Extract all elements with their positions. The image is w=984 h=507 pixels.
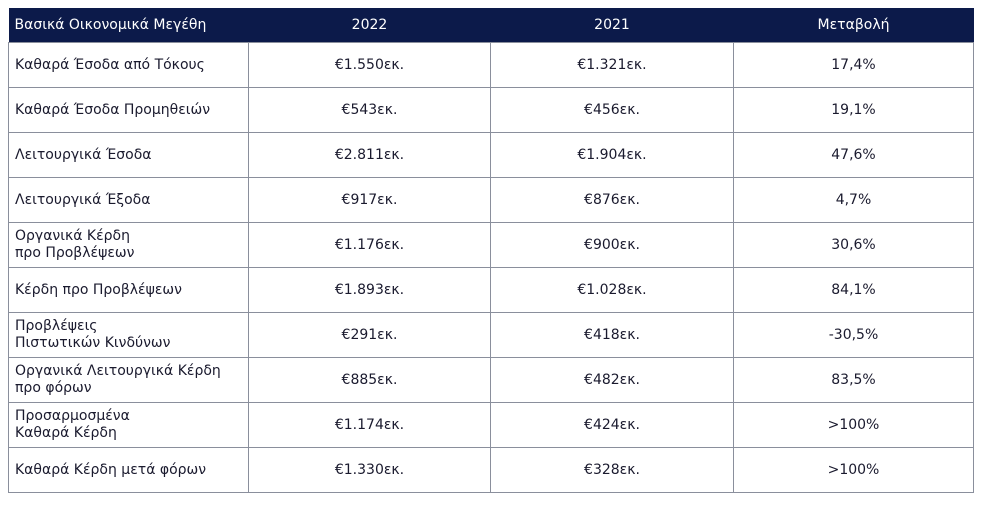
cell: €900εκ. <box>490 222 734 268</box>
cell: €2.811εκ. <box>248 132 491 178</box>
table-row: Καθαρά Έσοδα Προμηθειών €543εκ. €456εκ. 19,… <box>8 87 974 133</box>
header-cell: 2021 <box>490 8 734 43</box>
cell: €1.904εκ. <box>490 132 734 178</box>
cell: €482εκ. <box>490 357 734 403</box>
table-row: Οργανικά Κέρδη προ Προβλέψεων €1.176εκ. €9… <box>8 222 974 268</box>
cell: €885εκ. <box>248 357 491 403</box>
cell: €1.174εκ. <box>248 402 491 448</box>
cell: €328εκ. <box>490 447 734 493</box>
cell: €1.321εκ. <box>490 42 734 88</box>
row-label: Οργανικά Λειτουργικά Κέρδη προ φόρων <box>8 357 249 403</box>
cell: €1.893εκ. <box>248 267 491 313</box>
table-row: Καθαρά Κέρδη μετά φόρων €1.330εκ. €328εκ. >… <box>8 447 974 493</box>
row-label: Οργανικά Κέρδη προ Προβλέψεων <box>8 222 249 268</box>
row-label: Λειτουργικά Έσοδα <box>8 132 249 178</box>
header-cell: Βασικά Οικονομικά Μεγέθη <box>8 8 249 43</box>
table-row: Προσαρμοσμένα Καθαρά Κέρδη €1.174εκ. €424ε… <box>8 402 974 448</box>
table-row: Καθαρά Έσοδα από Τόκους €1.550εκ. €1.321εκ… <box>8 42 974 88</box>
table-row: Λειτουργικά Έσοδα €2.811εκ. €1.904εκ. 47,6% <box>8 132 974 178</box>
cell: 19,1% <box>733 87 974 133</box>
cell: 83,5% <box>733 357 974 403</box>
cell: €917εκ. <box>248 177 491 223</box>
row-label: Προσαρμοσμένα Καθαρά Κέρδη <box>8 402 249 448</box>
cell: >100% <box>733 402 974 448</box>
table-row: Κέρδη προ Προβλέψεων €1.893εκ. €1.028εκ. 84… <box>8 267 974 313</box>
cell: 47,6% <box>733 132 974 178</box>
cell: €543εκ. <box>248 87 491 133</box>
table-row: Λειτουργικά Έξοδα €917εκ. €876εκ. 4,7% <box>8 177 974 223</box>
cell: €456εκ. <box>490 87 734 133</box>
cell: €1.028εκ. <box>490 267 734 313</box>
row-label: Λειτουργικά Έξοδα <box>8 177 249 223</box>
header-row: Βασικά Οικονομικά Μεγέθη 2022 2021 Μεταβολή <box>8 8 974 43</box>
financial-table: Βασικά Οικονομικά Μεγέθη 2022 2021 Μεταβολή… <box>8 8 974 493</box>
header-cell: Μεταβολή <box>733 8 974 43</box>
cell: 84,1% <box>733 267 974 313</box>
cell: €876εκ. <box>490 177 734 223</box>
cell: 4,7% <box>733 177 974 223</box>
row-label: Καθαρά Κέρδη μετά φόρων <box>8 447 249 493</box>
row-label: Καθαρά Έσοδα Προμηθειών <box>8 87 249 133</box>
cell: 17,4% <box>733 42 974 88</box>
cell: €1.550εκ. <box>248 42 491 88</box>
header-cell: 2022 <box>248 8 491 43</box>
cell: -30,5% <box>733 312 974 358</box>
cell: 30,6% <box>733 222 974 268</box>
row-label: Προβλέψεις Πιστωτικών Κινδύνων <box>8 312 249 358</box>
cell: €418εκ. <box>490 312 734 358</box>
row-label: Καθαρά Έσοδα από Τόκους <box>8 42 249 88</box>
row-label: Κέρδη προ Προβλέψεων <box>8 267 249 313</box>
cell: €424εκ. <box>490 402 734 448</box>
cell: €291εκ. <box>248 312 491 358</box>
cell: >100% <box>733 447 974 493</box>
cell: €1.330εκ. <box>248 447 491 493</box>
cell: €1.176εκ. <box>248 222 491 268</box>
table-row: Προβλέψεις Πιστωτικών Κινδύνων €291εκ. €41… <box>8 312 974 358</box>
table-row: Οργανικά Λειτουργικά Κέρδη προ φόρων €885… <box>8 357 974 403</box>
